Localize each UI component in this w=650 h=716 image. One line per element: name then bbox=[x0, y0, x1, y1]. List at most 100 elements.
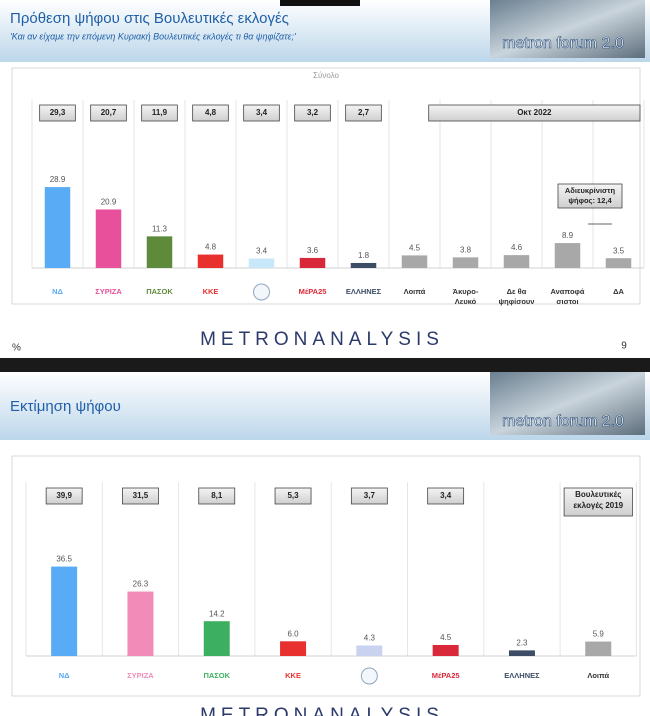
data-label: 2.3 bbox=[516, 638, 528, 647]
x-tick-label: ΚΚΕ bbox=[203, 287, 219, 296]
bar bbox=[503, 255, 530, 268]
data-label: 8.9 bbox=[562, 231, 574, 240]
x-tick-label: Άκυρο-Λευκό bbox=[453, 287, 479, 306]
top-strip bbox=[280, 0, 360, 6]
comparison-box bbox=[90, 104, 127, 122]
comparison-box bbox=[198, 487, 236, 505]
data-label: 11.3 bbox=[152, 224, 168, 233]
bar bbox=[356, 645, 383, 656]
comparison-label: 4,8 bbox=[205, 108, 217, 117]
data-label: 28.9 bbox=[50, 175, 66, 184]
comparison-label: 8,1 bbox=[211, 491, 223, 500]
bar bbox=[432, 644, 459, 656]
bar bbox=[452, 257, 479, 268]
footer-brand: METRONANALYSIS bbox=[200, 329, 444, 350]
comparison-box bbox=[345, 104, 382, 122]
comparison-label: 5,3 bbox=[287, 491, 299, 500]
data-label: 5.9 bbox=[593, 630, 605, 639]
bar bbox=[127, 591, 154, 656]
annotation-box bbox=[557, 183, 623, 209]
period-box bbox=[428, 104, 641, 122]
party-logo bbox=[360, 667, 378, 685]
bar bbox=[44, 187, 71, 268]
data-label: 26.3 bbox=[133, 580, 149, 589]
logo-text: metron forum 2.0 bbox=[502, 413, 624, 430]
bar bbox=[554, 243, 581, 268]
period-label: Βουλευτικές εκλογές 2019 bbox=[573, 490, 623, 510]
x-tick-label: Δε θα ψηφίσουν bbox=[499, 287, 535, 306]
comparison-label: 3,7 bbox=[364, 491, 376, 500]
period-label: Οκτ 2022 bbox=[517, 108, 552, 117]
comparison-box bbox=[122, 487, 159, 505]
annotation: Αδιευκρίνιστη ψήφος: 12,4 bbox=[565, 186, 616, 205]
comparison-box bbox=[39, 104, 76, 122]
bar bbox=[51, 566, 78, 656]
x-tick-label: Αναποφά σιστοι bbox=[550, 287, 584, 306]
chart-panel bbox=[11, 455, 641, 697]
x-tick-label: Λοιπά bbox=[587, 671, 609, 680]
comparison-label: 11,9 bbox=[152, 108, 168, 117]
x-tick-label: ΣΥΡΙΖΑ bbox=[127, 671, 154, 680]
bar bbox=[248, 258, 275, 268]
data-label: 6.0 bbox=[287, 629, 299, 638]
logo-text: metron forum 2.0 bbox=[502, 35, 624, 52]
x-tick-label: ΜέΡΑ25 bbox=[432, 671, 460, 680]
logo-image bbox=[490, 372, 645, 435]
data-label: 4.3 bbox=[364, 634, 376, 643]
data-label: 1.8 bbox=[358, 251, 370, 260]
slide-title: Εκτίμηση ψήφου bbox=[10, 398, 121, 415]
slide-title: Πρόθεση ψήφου στις Βουλευτικές εκλογές bbox=[10, 10, 289, 27]
data-label: 3.8 bbox=[460, 245, 472, 254]
data-label: 4.8 bbox=[205, 243, 217, 252]
x-tick-label: ΕΛΛΗΝΕΣ bbox=[346, 287, 382, 296]
slide-subtitle: 'Και αν είχαμε την επόμενη Κυριακή Βουλε… bbox=[10, 31, 296, 41]
bar bbox=[508, 650, 535, 656]
unit-label: % bbox=[12, 343, 21, 354]
bar bbox=[280, 641, 307, 656]
comparison-label: 3,4 bbox=[440, 491, 452, 500]
comparison-label: 3,2 bbox=[307, 108, 319, 117]
logo-image bbox=[490, 0, 645, 58]
comparison-label: 39,9 bbox=[56, 491, 72, 500]
x-tick-label: Λοιπά bbox=[404, 287, 426, 296]
comparison-box bbox=[294, 104, 331, 122]
comparison-label: 29,3 bbox=[50, 108, 66, 117]
comparison-box bbox=[141, 104, 178, 122]
panel-label: Σύνολο bbox=[313, 71, 339, 80]
data-label: 3.6 bbox=[307, 246, 319, 255]
bar bbox=[146, 236, 173, 268]
comparison-label: 20,7 bbox=[101, 108, 117, 117]
x-tick-label: ΚΚΕ bbox=[285, 671, 301, 680]
x-tick-label: ΣΥΡΙΖΑ bbox=[95, 287, 122, 296]
x-tick-label: ΠΑΣΟΚ bbox=[203, 671, 230, 680]
x-tick-label: ΔΑ bbox=[613, 287, 624, 296]
bar bbox=[350, 262, 377, 268]
x-tick-label: ΝΔ bbox=[52, 287, 63, 296]
party-logo bbox=[253, 283, 270, 301]
comparison-label: 2,7 bbox=[358, 108, 370, 117]
chart-panel bbox=[11, 67, 641, 305]
x-tick-label: ΝΔ bbox=[59, 671, 70, 680]
data-label: 14.2 bbox=[209, 609, 225, 618]
bar bbox=[299, 257, 326, 268]
data-label: 3.5 bbox=[613, 246, 625, 255]
comparison-label: 31,5 bbox=[133, 491, 149, 500]
x-tick-label: ΠΑΣΟΚ bbox=[146, 287, 173, 296]
period-box bbox=[563, 487, 633, 517]
comparison-box bbox=[274, 487, 312, 505]
data-label: 36.5 bbox=[56, 555, 72, 564]
footer-brand: METRONANALYSIS bbox=[200, 705, 444, 716]
data-label: 4.6 bbox=[511, 243, 523, 252]
data-label: 20.9 bbox=[101, 198, 117, 207]
comparison-box bbox=[192, 104, 229, 122]
bar bbox=[203, 621, 230, 656]
page-number: 9 bbox=[621, 341, 627, 352]
x-tick-label: ΜέΡΑ25 bbox=[299, 287, 327, 296]
comparison-label: 3,4 bbox=[256, 108, 268, 117]
comparison-box bbox=[243, 104, 280, 122]
data-label: 4.5 bbox=[409, 244, 421, 253]
comparison-box bbox=[427, 487, 465, 505]
bar bbox=[401, 255, 428, 268]
